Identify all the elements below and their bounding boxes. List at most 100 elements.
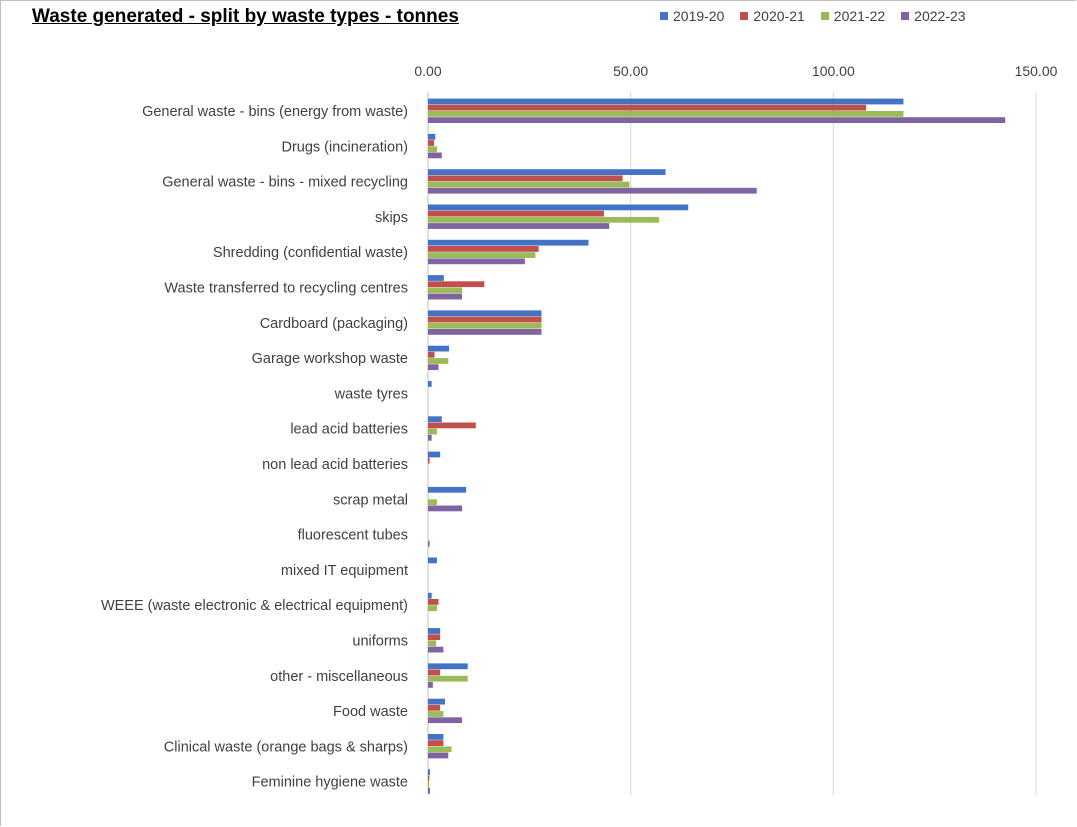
legend-item: 2022-23 (901, 8, 966, 24)
category-label: skips (375, 210, 408, 226)
bar-2022-23 (428, 682, 433, 688)
legend-item: 2021-22 (820, 8, 885, 24)
bar-2021-22 (428, 216, 660, 223)
category-label: Feminine hygiene waste (252, 775, 408, 791)
bar-2021-22 (428, 358, 449, 364)
legend-label: 2020-21 (753, 8, 805, 24)
bar-2022-23 (428, 117, 1006, 123)
category-label: Drugs (incineration) (281, 139, 408, 155)
bar-2022-23 (428, 258, 525, 265)
bar-2021-22 (428, 252, 536, 258)
bar-2020-21 (428, 775, 430, 782)
bar-2021-22 (428, 111, 904, 117)
bar-2021-22 (428, 287, 463, 294)
bar-2020-21 (428, 104, 867, 111)
bar-2022-23 (428, 717, 463, 724)
bar-2020-21 (428, 599, 439, 605)
bar-2020-21 (428, 281, 485, 288)
category-label: Waste transferred to recycling centres (164, 281, 408, 297)
bar-2022-23 (428, 329, 542, 335)
chart-title: Waste generated - split by waste types -… (32, 6, 459, 27)
bar-2020-21 (428, 210, 604, 217)
legend-swatch (901, 12, 910, 20)
bar-2021-22 (428, 181, 630, 188)
legend-label: 2022-23 (914, 8, 966, 24)
legend-item: 2020-21 (740, 8, 805, 24)
bar-2022-23 (428, 505, 463, 512)
bar-2020-21 (428, 740, 444, 746)
bar-2020-21 (428, 140, 435, 146)
category-label: Clinical waste (orange bags & sharps) (164, 739, 408, 755)
category-label: Cardboard (packaging) (260, 316, 408, 332)
bar-2022-23 (428, 540, 430, 547)
bar-2022-23 (428, 787, 431, 794)
bar-2021-22 (428, 711, 444, 717)
bar-2020-21 (428, 316, 542, 323)
bar-2021-22 (428, 746, 452, 753)
bar-2022-23 (428, 364, 439, 371)
bar-2019-20 (428, 133, 436, 140)
legend-swatch (740, 12, 749, 20)
bar-2019-20 (428, 734, 444, 740)
category-label: WEEE (waste electronic & electrical equi… (101, 598, 408, 614)
bar-2019-20 (428, 239, 589, 246)
bar-2022-23 (428, 293, 463, 300)
category-label: fluorescent tubes (298, 528, 408, 544)
category-label: General waste - bins (energy from waste) (142, 104, 408, 120)
legend-swatch (660, 12, 668, 20)
bar-2020-21 (428, 351, 435, 358)
category-label: uniforms (352, 634, 408, 650)
category-label: Garage workshop waste (252, 351, 408, 367)
bar-2020-21 (428, 704, 441, 711)
bar-2019-20 (428, 345, 450, 352)
legend-item: 2019-20 (660, 8, 724, 24)
bar-2020-21 (428, 422, 476, 429)
bar-2019-20 (428, 204, 689, 211)
bar-2021-22 (428, 640, 437, 647)
bar-2020-21 (428, 634, 441, 641)
bar-2019-20 (428, 98, 904, 105)
bar-2019-20 (428, 663, 468, 670)
x-tick-label: 50.00 (613, 63, 648, 79)
bar-2019-20 (428, 169, 666, 175)
bar-2019-20 (428, 698, 446, 705)
bar-2019-20 (428, 557, 437, 564)
bar-2021-22 (428, 428, 437, 435)
category-label: non lead acid batteries (262, 457, 408, 473)
bar-2020-21 (428, 457, 430, 464)
category-label: Food waste (333, 704, 408, 720)
bar-2021-22 (428, 499, 437, 506)
x-tick-label: 100.00 (812, 63, 855, 79)
bar-2019-20 (428, 628, 441, 634)
bar-2022-23 (428, 152, 442, 159)
bar-2021-22 (428, 322, 542, 329)
bar-2019-20 (428, 416, 442, 423)
bar-2019-20 (428, 451, 441, 458)
bar-2022-23 (428, 646, 444, 653)
legend-label: 2019-20 (673, 8, 725, 24)
bar-2022-23 (428, 434, 432, 441)
chart-legend: 2019-20 2020-21 2021-22 2022-23 (660, 8, 966, 24)
bar-2020-21 (428, 669, 441, 676)
bar-2021-22 (428, 605, 437, 611)
bar-2021-22 (428, 675, 468, 682)
category-label: scrap metal (333, 492, 408, 508)
bar-2020-21 (428, 175, 623, 182)
bar-2022-23 (428, 187, 757, 194)
x-tick-label: 0.00 (414, 63, 441, 79)
bar-2021-22 (428, 781, 430, 788)
category-label: General waste - bins - mixed recycling (162, 175, 408, 191)
bar-2020-21 (428, 246, 539, 252)
bar-2019-20 (428, 486, 467, 493)
bar-2019-20 (428, 310, 542, 317)
category-label: mixed IT equipment (281, 563, 408, 579)
category-label: lead acid batteries (290, 422, 408, 438)
bar-2022-23 (428, 223, 610, 229)
bar-2019-20 (428, 592, 432, 599)
bar-2019-20 (428, 381, 432, 387)
category-label: Shredding (confidential waste) (213, 245, 408, 261)
bar-2019-20 (428, 275, 444, 281)
x-tick-label: 150.00 (1015, 63, 1058, 79)
